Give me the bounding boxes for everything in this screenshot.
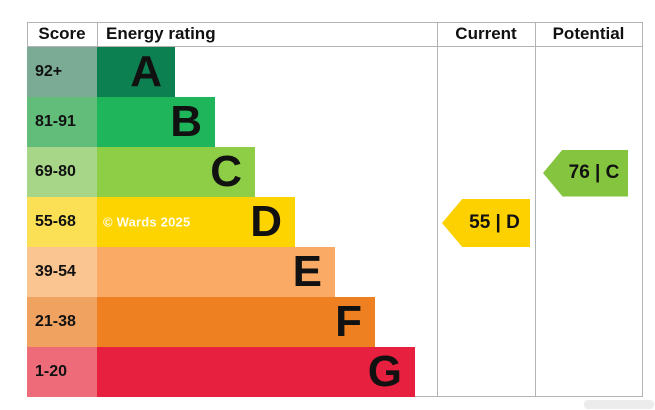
score-range-c: 69-80 bbox=[27, 147, 97, 197]
current-rating-arrow: 55 | D bbox=[442, 199, 530, 247]
epc-row-f: 21-38 F bbox=[27, 297, 415, 347]
band-bar-f: F bbox=[97, 297, 375, 347]
energy-rating-header-label: Energy rating bbox=[106, 24, 216, 43]
score-range-g: 1-20 bbox=[27, 347, 97, 397]
epc-row-g: 1-20 G bbox=[27, 347, 415, 397]
score-column-divider bbox=[97, 22, 98, 47]
potential-column-header: Potential bbox=[535, 22, 642, 46]
band-bar-b: B bbox=[97, 97, 215, 147]
table-top-border bbox=[27, 22, 643, 23]
score-range-a: 92+ bbox=[27, 47, 97, 97]
epc-row-a: 92+ A bbox=[27, 47, 415, 97]
potential-header-label: Potential bbox=[552, 24, 625, 43]
energy-rating-column-header: Energy rating bbox=[97, 22, 437, 46]
scrollbar-artifact bbox=[584, 400, 654, 409]
band-bar-g: G bbox=[97, 347, 415, 397]
band-bar-d: D © Wards 2025 bbox=[97, 197, 295, 247]
epc-row-e: 39-54 E bbox=[27, 247, 415, 297]
header-left-border bbox=[27, 22, 28, 47]
band-bar-a: A bbox=[97, 47, 175, 97]
copyright-watermark: © Wards 2025 bbox=[103, 214, 191, 230]
score-range-e: 39-54 bbox=[27, 247, 97, 297]
header-bottom-border bbox=[27, 46, 643, 47]
score-range-d: 55-68 bbox=[27, 197, 97, 247]
current-header-label: Current bbox=[455, 24, 517, 43]
score-column-header: Score bbox=[27, 22, 97, 46]
score-range-f: 21-38 bbox=[27, 297, 97, 347]
current-column-header: Current bbox=[437, 22, 535, 46]
table-right-border bbox=[642, 22, 643, 397]
potential-rating-arrow: 76 | C bbox=[543, 149, 628, 197]
epc-row-d: 55-68 D © Wards 2025 bbox=[27, 197, 415, 247]
current-column-left-border bbox=[437, 22, 438, 397]
potential-column-left-border bbox=[535, 22, 536, 397]
epc-row-c: 69-80 C bbox=[27, 147, 415, 197]
epc-row-b: 81-91 B bbox=[27, 97, 415, 147]
band-bar-c: C bbox=[97, 147, 255, 197]
score-range-b: 81-91 bbox=[27, 97, 97, 147]
epc-band-rows: 92+ A 81-91 B 69-80 C 55-68 D © Wards 2025 39-54 E… bbox=[27, 47, 415, 397]
band-bar-e: E bbox=[97, 247, 335, 297]
score-header-label: Score bbox=[38, 24, 86, 43]
